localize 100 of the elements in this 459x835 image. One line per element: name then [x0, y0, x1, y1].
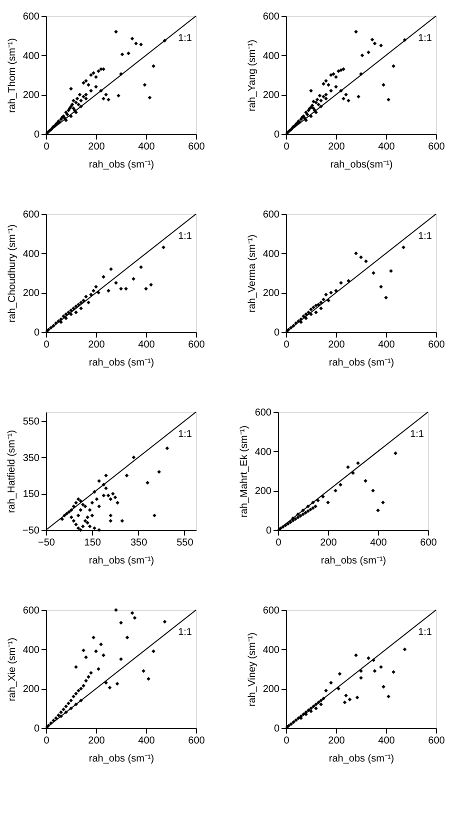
y-tick-label: 600 [22, 12, 40, 22]
point [64, 704, 68, 708]
point [149, 282, 153, 287]
point [359, 255, 363, 260]
y-tick-label: 200 [22, 288, 40, 300]
point [82, 648, 86, 652]
y-tick-label: 600 [22, 210, 40, 220]
point [304, 312, 308, 316]
point [302, 314, 306, 318]
x-tick-label: 400 [378, 142, 396, 152]
point [354, 653, 358, 658]
x-tick-label: 400 [378, 340, 396, 350]
point [78, 508, 82, 512]
point [88, 524, 92, 528]
x-tick-label: 600 [188, 736, 206, 746]
y-tick-label: 600 [254, 408, 272, 418]
y-tick-label: 200 [262, 90, 280, 102]
y-tick-label: 0 [274, 328, 280, 338]
x-tick-label: 600 [188, 142, 206, 152]
point [146, 480, 150, 485]
point [86, 674, 90, 679]
point [152, 649, 156, 654]
x-tick-label: 400 [138, 142, 156, 152]
point [111, 492, 115, 496]
point [157, 470, 161, 474]
point [76, 688, 80, 693]
point [108, 514, 112, 518]
point [304, 510, 308, 515]
y-axis-title: rah_Hatfield (sm⁻¹) [6, 430, 18, 514]
y-axis-title: rah_Xie (sm⁻¹) [6, 638, 18, 702]
point [165, 446, 170, 450]
y-tick-label: 400 [254, 446, 272, 458]
y-tick-label: 200 [254, 486, 272, 498]
series-label: 1:1 [418, 33, 432, 44]
point [106, 494, 110, 498]
y-tick-label: 550 [22, 416, 40, 428]
x-tick-label: 200 [328, 142, 346, 152]
point [81, 502, 85, 506]
point [119, 657, 123, 662]
point [309, 709, 313, 714]
point [301, 512, 305, 516]
point [314, 706, 318, 710]
point [329, 290, 333, 295]
point [124, 286, 128, 291]
x-tick-label: 200 [88, 142, 106, 152]
point [346, 278, 350, 283]
point [354, 251, 358, 256]
point [124, 474, 129, 478]
point [92, 288, 96, 293]
point [324, 292, 328, 297]
x-tick-label: 400 [138, 340, 156, 350]
series-label: 1:1 [178, 231, 192, 242]
series-label: 1:1 [178, 33, 192, 44]
point [54, 716, 58, 720]
y-tick-label: 150 [22, 489, 40, 500]
y-axis-title: rah_Mahrt_Ek (sm⁻¹) [238, 426, 250, 518]
x-tick-label: 0 [284, 142, 290, 152]
point [342, 700, 347, 704]
point [97, 504, 101, 508]
point [81, 524, 85, 528]
point [382, 684, 386, 689]
point [146, 676, 150, 681]
y-tick-label: 400 [262, 644, 280, 656]
y-tick-label: 0 [34, 130, 40, 140]
point [120, 519, 124, 523]
point [86, 515, 90, 520]
y-tick-label: 400 [22, 50, 40, 62]
point [119, 286, 123, 291]
point [125, 636, 130, 640]
point [376, 508, 380, 512]
point [84, 655, 88, 660]
point [74, 500, 78, 505]
point [104, 680, 108, 685]
y-axis-title: rah_Choudhury (sm⁻¹) [6, 224, 18, 323]
x-tick-label: 600 [428, 736, 446, 746]
point [338, 672, 342, 676]
x-tick-label: 0 [44, 736, 50, 746]
y-tick-label: 200 [22, 90, 40, 102]
point [86, 520, 90, 525]
x-tick-label: 350 [130, 538, 148, 548]
point [329, 680, 333, 685]
y-tick-label: 600 [262, 12, 280, 22]
x-tick-label: 0 [44, 142, 50, 152]
x-tick-label: 0 [44, 340, 50, 350]
x-axis-title: rah_obs (sm⁻¹) [328, 754, 394, 764]
y-tick-label: 350 [22, 452, 40, 464]
x-tick-label: 200 [88, 736, 106, 746]
y-tick-label: 0 [34, 328, 40, 338]
point [144, 286, 148, 291]
point [59, 320, 63, 324]
x-tick-label: 200 [328, 340, 346, 350]
point [371, 488, 375, 493]
point [394, 451, 398, 456]
point [94, 649, 98, 654]
series-label: 1:1 [418, 231, 432, 242]
point [83, 504, 88, 508]
x-tick-label: 200 [328, 736, 346, 746]
point [88, 508, 92, 512]
point [356, 461, 360, 466]
point [56, 713, 60, 718]
